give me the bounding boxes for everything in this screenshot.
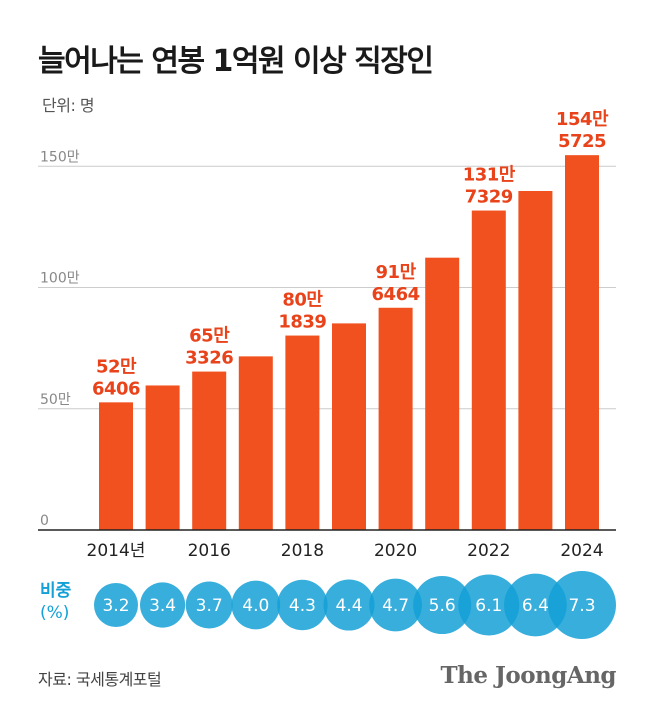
- y-tick-label: 150만: [40, 149, 80, 165]
- bar: [285, 335, 320, 530]
- share-bubble-label: 3.2: [102, 596, 129, 616]
- share-bubble: [504, 573, 567, 637]
- share-bubble: [140, 582, 186, 628]
- data-label: 154만: [556, 109, 609, 130]
- data-label: 7329: [465, 187, 513, 208]
- data-label: 65만: [189, 326, 230, 347]
- y-tick-label: 100만: [40, 271, 80, 287]
- source-note: 자료: 국세통계포털: [38, 670, 162, 689]
- bar: [238, 356, 273, 530]
- bar: [518, 190, 553, 531]
- y-tick-label: 50만: [40, 392, 71, 408]
- share-bubble-label: 4.0: [242, 596, 269, 616]
- share-bubble-label: 4.7: [382, 596, 409, 616]
- bar: [378, 307, 413, 530]
- data-label: 6406: [92, 378, 140, 399]
- share-bubble-label: 5.6: [429, 596, 456, 616]
- bar: [332, 323, 366, 530]
- x-tick-label: 2020: [374, 541, 417, 561]
- bar: [565, 155, 599, 530]
- data-label: 1839: [278, 312, 326, 333]
- share-bubble-label: 6.1: [475, 596, 502, 616]
- share-bubble-label: 4.3: [289, 596, 316, 616]
- data-label: 91만: [376, 262, 417, 283]
- x-tick-label: 2024: [560, 541, 603, 561]
- share-bubble: [185, 581, 233, 629]
- bar: [99, 402, 133, 530]
- data-label: 52만: [96, 356, 137, 377]
- bar: [192, 371, 227, 530]
- x-tick-label: 2018: [281, 541, 324, 561]
- share-bubble: [277, 579, 328, 631]
- share-bubble: [458, 574, 520, 636]
- y-tick-label: 0: [40, 513, 49, 529]
- share-bubble-label: 3.7: [196, 596, 223, 616]
- data-label: 5725: [558, 131, 606, 152]
- data-label: 131만: [463, 165, 516, 186]
- share-bubble: [231, 580, 281, 630]
- share-unit-label: (%): [40, 603, 70, 623]
- x-tick-label: 2016: [188, 541, 231, 561]
- bar: [425, 257, 460, 530]
- share-label: 비중: [40, 581, 72, 601]
- x-tick-label: 2014년: [87, 541, 146, 561]
- share-bubble: [413, 575, 472, 635]
- share-bubble: [94, 583, 138, 627]
- data-label: 3326: [185, 348, 233, 369]
- brand-logo: The JoongAng: [440, 662, 617, 689]
- chart-title: 늘어나는 연봉 1억원 이상 직장인: [38, 44, 434, 79]
- unit-label: 단위: 명: [42, 96, 95, 115]
- share-bubble: [369, 578, 422, 632]
- share-bubble-label: 6.4: [522, 596, 549, 616]
- share-bubble-label: 7.3: [568, 596, 595, 616]
- share-bubble-label: 4.4: [335, 596, 362, 616]
- data-label: 6464: [372, 284, 420, 305]
- x-tick-label: 2022: [467, 541, 510, 561]
- share-bubble: [323, 579, 375, 631]
- bar: [145, 385, 180, 530]
- data-label: 80만: [282, 290, 323, 311]
- share-bubble: [548, 571, 616, 639]
- bar: [471, 210, 506, 530]
- share-bubble-label: 3.4: [149, 596, 176, 616]
